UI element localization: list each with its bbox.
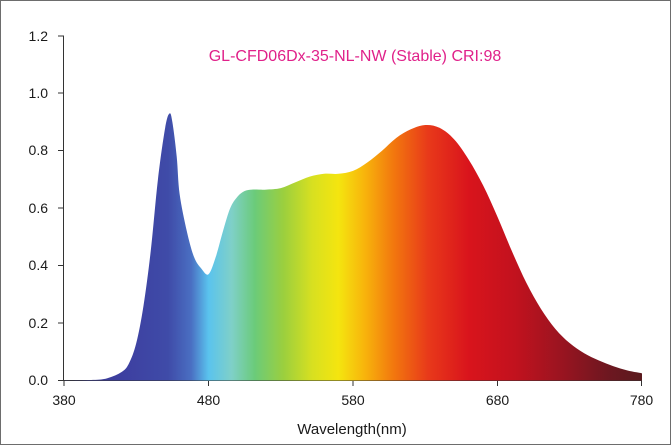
- x-tick-label: 580: [341, 392, 365, 408]
- y-tick-label: 0.6: [29, 200, 49, 216]
- y-axis-ticks: 0.0 0.2 0.4 0.6 0.8 1.0 1.2: [29, 28, 64, 388]
- y-tick-label: 1.2: [29, 28, 49, 44]
- x-axis-ticks: 380 480 580 680 780: [52, 381, 653, 408]
- y-tick-label: 0.4: [29, 257, 49, 273]
- y-tick-label: 0.0: [29, 372, 49, 388]
- x-tick-label: 780: [630, 392, 654, 408]
- spectrum-area: [64, 113, 642, 381]
- y-tick-label: 1.0: [29, 85, 49, 101]
- y-tick-label: 0.2: [29, 315, 49, 331]
- y-tick-label: 0.8: [29, 142, 49, 158]
- chart-title: GL-CFD06Dx-35-NL-NW (Stable) CRI:98: [209, 48, 502, 65]
- x-axis-label: Wavelength(nm): [297, 421, 406, 438]
- x-tick-label: 480: [197, 392, 221, 408]
- x-tick-label: 380: [52, 392, 76, 408]
- x-tick-label: 680: [486, 392, 510, 408]
